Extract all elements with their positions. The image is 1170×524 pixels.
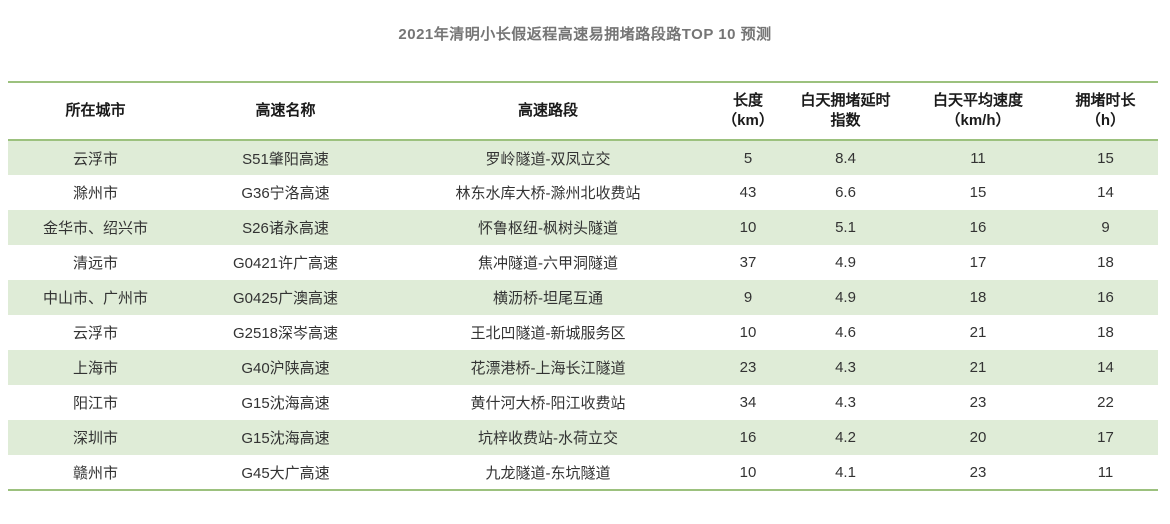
cell-city: 赣州市 — [72, 464, 118, 482]
table-row: 深圳市 G15沈海高速 坑梓收费站-水荷立交 16 4.2 20 17 — [8, 420, 1158, 455]
cell-length-km: 10 — [739, 219, 757, 236]
cell-city: 滁州市 — [72, 185, 118, 202]
cell-daytime-avg-speed: 18 — [969, 289, 987, 306]
cell-congestion-duration: 17 — [1097, 429, 1114, 446]
cell-daytime-delay-index: 4.9 — [835, 289, 856, 306]
cell-daytime-delay-index: 4.1 — [835, 463, 856, 481]
cell-congestion-duration: 18 — [1097, 254, 1114, 271]
cell-daytime-delay-index: 8.4 — [835, 149, 856, 167]
cell-congestion-duration: 18 — [1097, 324, 1114, 341]
cell-length-km: 23 — [739, 359, 757, 376]
cell-highway-name: S51肇阳高速 — [242, 150, 329, 168]
cell-daytime-avg-speed: 15 — [969, 184, 987, 201]
cell-city: 清远市 — [72, 255, 118, 272]
table-row: 赣州市 G45大广高速 九龙隧道-东坑隧道 10 4.1 23 11 — [8, 455, 1158, 490]
cell-highway-name: S26诸永高速 — [242, 220, 329, 237]
cell-daytime-avg-speed: 16 — [969, 219, 987, 236]
cell-highway-name: G15沈海高速 — [241, 395, 330, 412]
cell-city: 深圳市 — [72, 430, 118, 447]
cell-highway-section: 花漂港桥-上海长江隧道 — [470, 360, 626, 377]
cell-congestion-duration: 14 — [1097, 359, 1114, 376]
table-row: 滁州市 G36宁洛高速 林东水库大桥-滁州北收费站 43 6.6 15 14 — [8, 175, 1158, 210]
cell-city: 中山市、广州市 — [42, 290, 148, 307]
cell-highway-section: 怀鲁枢纽-枫树头隧道 — [478, 220, 618, 237]
cell-congestion-duration: 22 — [1097, 394, 1114, 411]
cell-length-km: 34 — [739, 394, 757, 411]
cell-highway-section: 坑梓收费站-水荷立交 — [478, 430, 618, 447]
cell-highway-section: 焦冲隧道-六甲洞隧道 — [478, 255, 618, 272]
cell-city: 阳江市 — [72, 395, 118, 412]
cell-daytime-delay-index: 4.2 — [835, 429, 856, 446]
cell-daytime-delay-index: 4.3 — [835, 394, 856, 411]
table-row: 金华市、绍兴市 S26诸永高速 怀鲁枢纽-枫树头隧道 10 5.1 16 9 — [8, 210, 1158, 245]
table-row: 清远市 G0421许广高速 焦冲隧道-六甲洞隧道 37 4.9 17 18 — [8, 245, 1158, 280]
cell-daytime-avg-speed: 21 — [969, 324, 987, 341]
cell-daytime-delay-index: 6.6 — [835, 184, 856, 201]
cell-highway-section: 林东水库大桥-滁州北收费站 — [455, 185, 641, 202]
table-row: 上海市 G40沪陕高速 花漂港桥-上海长江隧道 23 4.3 21 14 — [8, 350, 1158, 385]
cell-congestion-duration: 11 — [1097, 463, 1114, 481]
cell-highway-section: 罗岭隧道-双凤立交 — [485, 150, 611, 168]
cell-daytime-avg-speed: 23 — [969, 463, 987, 481]
column-header-highway-section: 高速路段 — [517, 101, 578, 119]
cell-highway-name: G0421许广高速 — [232, 255, 339, 272]
table-row: 阳江市 G15沈海高速 黄什河大桥-阳江收费站 34 4.3 23 22 — [8, 385, 1158, 420]
cell-city: 金华市、绍兴市 — [42, 220, 148, 237]
cell-highway-name: G15沈海高速 — [241, 430, 330, 447]
cell-daytime-delay-index: 5.1 — [835, 219, 856, 236]
table-row: 云浮市 G2518深岑高速 王北凹隧道-新城服务区 10 4.6 21 18 — [8, 315, 1158, 350]
table-header-row: 所在城市 高速名称 高速路段 长度 （km） 白天拥堵延时 指数 白天平均速度 … — [8, 82, 1158, 140]
cell-daytime-avg-speed: 20 — [969, 429, 987, 446]
cell-city: 云浮市 — [72, 150, 118, 168]
cell-city: 云浮市 — [72, 325, 118, 342]
cell-length-km: 10 — [739, 324, 757, 341]
table-header: 所在城市 高速名称 高速路段 长度 （km） 白天拥堵延时 指数 白天平均速度 … — [8, 82, 1158, 140]
cell-highway-name: G45大广高速 — [241, 464, 330, 482]
cell-length-km: 10 — [739, 463, 757, 481]
column-header-highway-name: 高速名称 — [255, 101, 316, 119]
cell-highway-name: G2518深岑高速 — [232, 325, 339, 342]
cell-congestion-duration: 9 — [1101, 219, 1110, 236]
cell-highway-name: G40沪陕高速 — [241, 360, 330, 377]
cell-daytime-delay-index: 4.3 — [835, 359, 856, 376]
cell-congestion-duration: 16 — [1097, 289, 1114, 306]
column-header-city: 所在城市 — [65, 101, 126, 119]
cell-daytime-avg-speed: 17 — [969, 254, 987, 271]
cell-length-km: 37 — [739, 254, 757, 271]
cell-highway-section: 王北凹隧道-新城服务区 — [470, 325, 626, 342]
congestion-top10-table: 所在城市 高速名称 高速路段 长度 （km） 白天拥堵延时 指数 白天平均速度 … — [8, 81, 1158, 491]
cell-length-km: 16 — [739, 429, 757, 446]
table-row: 云浮市 S51肇阳高速 罗岭隧道-双凤立交 5 8.4 11 15 — [8, 140, 1158, 175]
cell-highway-section: 横沥桥-坦尾互通 — [493, 290, 603, 307]
cell-length-km: 43 — [739, 184, 757, 201]
page-title: 2021年清明小长假返程高速易拥堵路段路TOP 10 预测 — [398, 26, 772, 43]
table-row: 中山市、广州市 G0425广澳高速 横沥桥-坦尾互通 9 4.9 18 16 — [8, 280, 1158, 315]
column-header-daytime-delay-index: 白天拥堵延时 指数 — [800, 91, 891, 129]
cell-length-km: 9 — [743, 289, 753, 306]
cell-highway-name: G36宁洛高速 — [241, 185, 330, 202]
column-header-congestion-duration: 拥堵时长 （h） — [1075, 91, 1136, 129]
cell-congestion-duration: 15 — [1097, 149, 1114, 167]
cell-daytime-delay-index: 4.6 — [835, 324, 856, 341]
column-header-length-km: 长度 （km） — [722, 91, 774, 129]
cell-daytime-delay-index: 4.9 — [835, 254, 856, 271]
cell-congestion-duration: 14 — [1097, 184, 1114, 201]
cell-length-km: 5 — [743, 149, 753, 167]
table-body: 云浮市 S51肇阳高速 罗岭隧道-双凤立交 5 8.4 11 15 滁州市 G36宁洛高速 林东水… — [8, 140, 1158, 490]
cell-daytime-avg-speed: 23 — [969, 394, 987, 411]
cell-highway-section: 黄什河大桥-阳江收费站 — [470, 395, 626, 412]
cell-city: 上海市 — [72, 360, 118, 377]
cell-highway-section: 九龙隧道-东坑隧道 — [485, 464, 611, 482]
cell-daytime-avg-speed: 21 — [969, 359, 987, 376]
cell-daytime-avg-speed: 11 — [970, 149, 986, 167]
column-header-daytime-avg-speed: 白天平均速度 （km/h） — [932, 91, 1023, 129]
cell-highway-name: G0425广澳高速 — [232, 290, 339, 307]
